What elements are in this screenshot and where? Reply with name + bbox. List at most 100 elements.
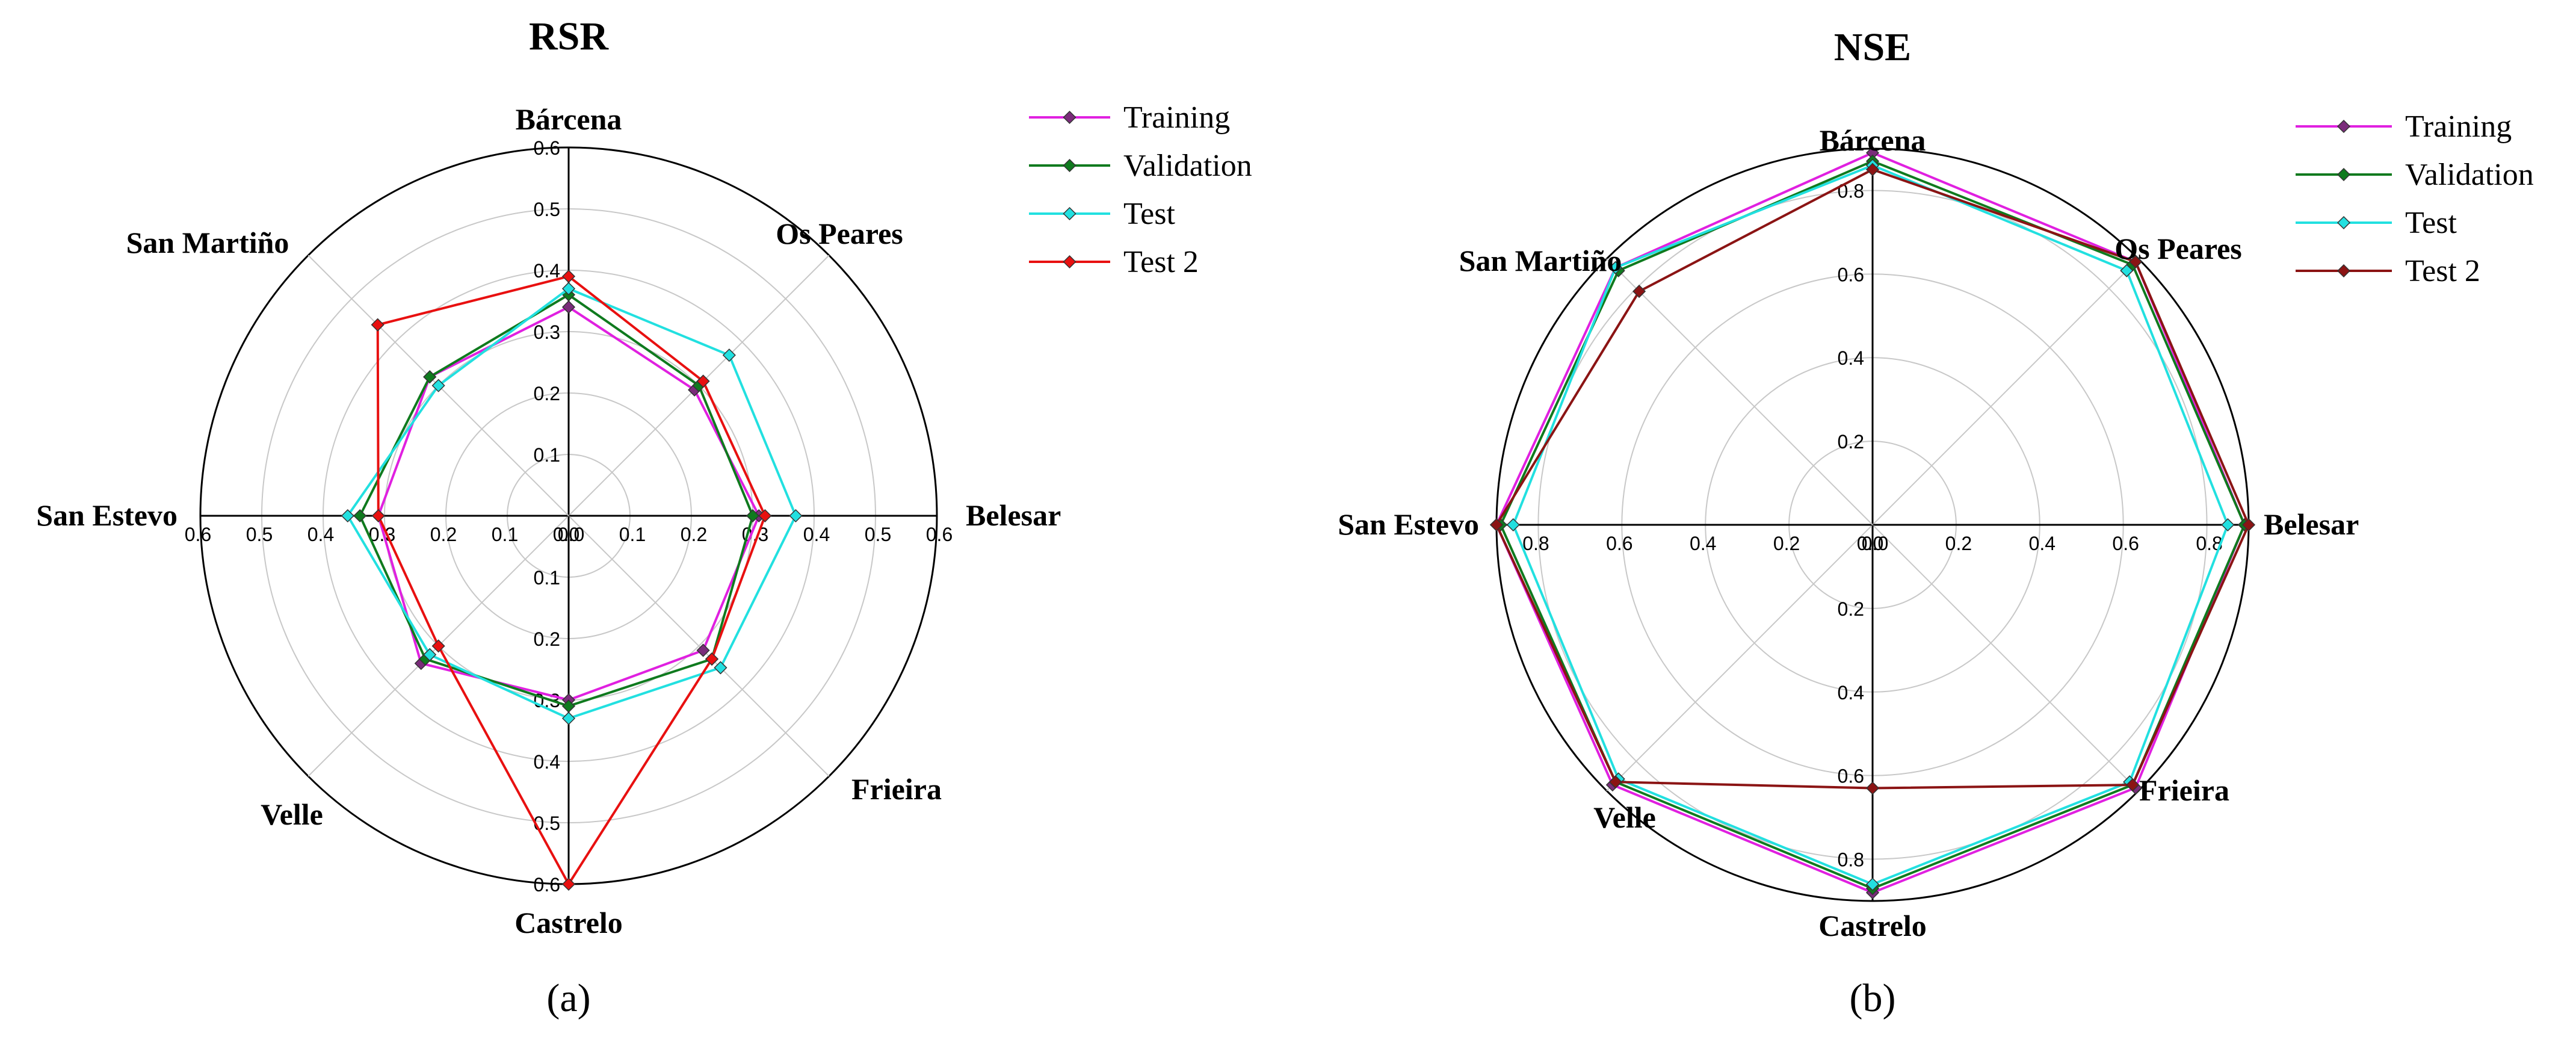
category-label-castrelo: Castrelo: [1818, 909, 1927, 942]
tick-label-nse: 0.6: [1838, 766, 1864, 787]
tick-label-rsr: 0.2: [681, 524, 707, 545]
point-rsr-test-2-san-martino: [371, 318, 385, 332]
chart-rsr: RSR 0.00.0 0.10.10.10.10.20.20.20.20.30.3…: [36, 14, 1252, 939]
legend-label-test: Test: [2405, 206, 2457, 240]
point-rsr-test-san-estevo: [341, 509, 354, 523]
tick-label-nse: 0.4: [1690, 533, 1716, 554]
category-label-san-estevo: San Estevo: [1338, 507, 1479, 541]
legend-label-validation: Validation: [2405, 158, 2534, 192]
tick-label-nse: 0.8: [1838, 180, 1864, 202]
tick-label-rsr: 0.1: [534, 444, 560, 466]
spoke-nse: [1872, 258, 2139, 525]
tick-label-nse: 0.2: [1773, 533, 1800, 554]
point-rsr-test-belesar: [789, 509, 803, 523]
legend-marker-training: [2337, 119, 2351, 134]
point-rsr-validation-san-martino: [423, 370, 437, 384]
legend-label-test-2: Test 2: [1123, 245, 1199, 279]
tick-label-rsr: 0.4: [534, 751, 560, 773]
point-nse-test-belesar: [2221, 518, 2235, 532]
point-nse-test-2-belesar: [2241, 518, 2256, 532]
legend-label-test-2: Test 2: [2405, 254, 2480, 288]
point-rsr-training-frieira: [696, 643, 710, 657]
category-label-os-peares: Os Peares: [776, 217, 903, 250]
tick-label-nse: 0.4: [2029, 533, 2056, 554]
tick-label-rsr: 0.0: [558, 524, 584, 545]
tick-label-nse: 0.2: [1838, 431, 1864, 453]
legend-marker-test-2: [1063, 255, 1076, 269]
caption-a: (a): [546, 976, 590, 1020]
category-label-belesar: Belesar: [966, 498, 1061, 532]
legend-marker-validation: [1063, 158, 1076, 173]
point-rsr-test-2-belesar: [758, 509, 772, 523]
legend-label-validation: Validation: [1123, 149, 1252, 183]
point-nse-test-2-os-peares: [2128, 255, 2143, 269]
tick-label-rsr: 0.2: [430, 524, 457, 545]
point-nse-test-2-velle: [1608, 775, 1622, 789]
legend-nse: Training Validation Test Test 2: [2296, 110, 2534, 288]
tick-label-rsr: 0.6: [185, 524, 211, 545]
point-rsr-test-castrelo: [561, 711, 576, 725]
category-label-frieira: Frieira: [851, 772, 942, 806]
tick-label-rsr: 0.1: [534, 567, 560, 589]
tick-label-rsr: 0.6: [534, 874, 560, 896]
point-nse-test-2-castrelo: [1865, 781, 1880, 795]
tick-label-rsr: 0.5: [534, 199, 560, 220]
point-nse-test-castrelo: [1865, 878, 1880, 891]
tick-label-rsr: 0.4: [307, 524, 334, 545]
legend-marker-validation: [2337, 167, 2351, 182]
tick-label-rsr: 0.1: [619, 524, 646, 545]
tick-label-rsr: 0.2: [534, 383, 560, 404]
point-rsr-test-2-frieira: [705, 652, 719, 666]
point-rsr-test-barcena: [561, 282, 576, 296]
tick-label-rsr: 0.2: [534, 628, 560, 650]
tick-label-nse: 0.0: [1862, 533, 1888, 554]
tick-label-rsr: 0.5: [534, 812, 560, 834]
chart-nse: NSE 0.00.0 0.2 0.2 0.2 0.2 0.4 0.4 0.4 0.4 0.6 0.6…: [1338, 25, 2534, 942]
tick-label-rsr: 0.4: [534, 260, 560, 282]
tick-label-nse: 0.8: [1522, 533, 1549, 554]
point-nse-test-os-peares: [2120, 264, 2134, 277]
tick-label-nse: 0.4: [1838, 347, 1864, 369]
category-label-san-estevo: San Estevo: [36, 498, 178, 532]
point-rsr-test-velle: [423, 648, 437, 661]
point-nse-test-2-san-martino: [1632, 285, 1646, 299]
point-rsr-test-2-castrelo: [561, 877, 576, 891]
tick-label-nse: 0.8: [1838, 849, 1864, 871]
point-rsr-test-os-peares: [722, 348, 736, 362]
point-nse-test-2-san-estevo: [1489, 518, 1504, 532]
tick-label-nse: 0.0: [1857, 533, 1883, 554]
point-rsr-validation-san-estevo: [353, 509, 367, 523]
legend-label-training: Training: [2405, 110, 2512, 144]
legend-marker-test-2: [2337, 264, 2351, 278]
category-label-frieira: Frieira: [2139, 773, 2229, 807]
tick-label-nse: 0.6: [1838, 264, 1864, 285]
legend-marker-test: [2337, 215, 2351, 230]
spoke-nse: [1872, 524, 2139, 791]
point-nse-test-san-martino: [1608, 261, 1622, 274]
tick-label-rsr: 0.4: [803, 524, 830, 545]
caption-b: (b): [1850, 976, 1896, 1020]
point-rsr-test-frieira: [714, 661, 727, 675]
point-rsr-test-2-velle: [431, 639, 445, 653]
category-label-velle: Velle: [1593, 800, 1656, 834]
category-label-velle: Velle: [261, 797, 323, 831]
point-rsr-test-2-san-estevo: [371, 509, 385, 523]
tick-label-nse: 0.6: [2112, 533, 2139, 554]
legend-marker-training: [1063, 110, 1076, 125]
tick-label-rsr: 0.3: [534, 321, 560, 343]
category-label-os-peares: Os Peares: [2114, 232, 2242, 265]
tick-label-nse: 0.2: [1945, 533, 1972, 554]
category-label-san-martino: San Martiño: [1459, 244, 1622, 277]
tick-label-nse: 0.2: [1838, 598, 1864, 620]
point-nse-test-2-frieira: [2126, 778, 2140, 792]
legend-label-training: Training: [1123, 101, 1230, 135]
category-label-castrelo: Castrelo: [514, 906, 623, 939]
tick-label-rsr: 0.6: [926, 524, 953, 545]
spoke-rsr: [568, 515, 830, 777]
category-label-san-martino: San Martiño: [126, 226, 289, 259]
legend-rsr: Training Validation Test Test 2: [1029, 101, 1252, 279]
chart-title-rsr: RSR: [529, 14, 609, 58]
point-rsr-test-2-os-peares: [696, 374, 710, 388]
